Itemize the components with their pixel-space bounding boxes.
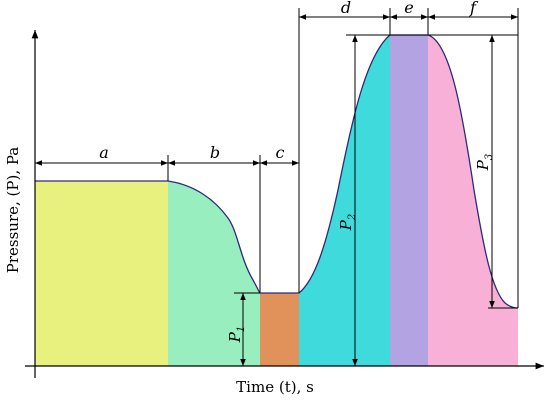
pressure-dimensions xyxy=(240,35,495,366)
phase-dimensions xyxy=(35,14,518,166)
phase-regions xyxy=(35,35,518,366)
phase-e-region xyxy=(390,35,428,366)
phase-label-e: e xyxy=(404,0,413,17)
pressure-labels: P1 P2 P3 xyxy=(226,154,495,343)
phase-a-region xyxy=(35,181,168,366)
phase-f-region xyxy=(428,35,518,366)
axes xyxy=(25,30,544,378)
p3-label: P3 xyxy=(474,154,495,171)
phase-label-c: c xyxy=(276,143,285,162)
phase-c-region xyxy=(260,293,299,366)
phase-labels: a b c d e f xyxy=(99,0,479,162)
p2-label: P2 xyxy=(337,214,358,231)
phase-label-f: f xyxy=(469,0,479,17)
phase-label-d: d xyxy=(341,0,351,17)
p1-label: P1 xyxy=(226,326,247,343)
phase-d-region xyxy=(299,35,390,366)
phase-b-region xyxy=(168,181,260,366)
guide-lines xyxy=(34,8,519,309)
phase-label-b: b xyxy=(210,143,220,162)
x-axis-label: Time (t), s xyxy=(236,378,314,396)
pressure-curve xyxy=(35,34,519,309)
phase-label-a: a xyxy=(99,143,109,162)
y-axis-label: Pressure, (P), Pa xyxy=(4,147,22,274)
